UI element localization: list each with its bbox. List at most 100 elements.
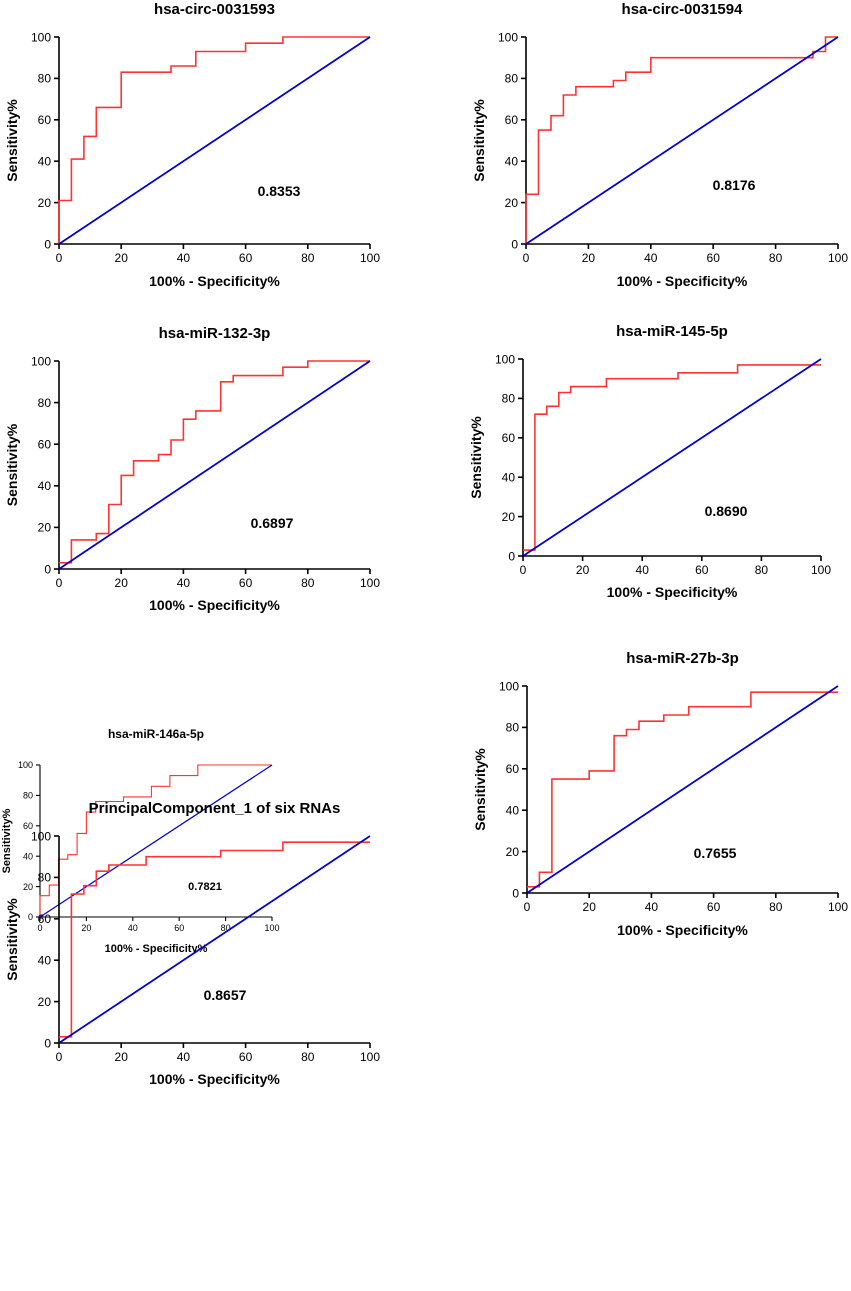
auc-value-label: 0.8176 [713,177,756,193]
x-tick-label: 20 [576,563,590,577]
x-tick-label: 100 [264,923,279,933]
auc-value-label: 0.8657 [204,987,247,1003]
x-axis-label: 100% - Specificity% [617,922,748,938]
y-tick-label: 20 [38,196,52,210]
y-tick-label: 100 [18,760,33,770]
x-tick-label: 60 [707,900,721,914]
x-tick-label: 40 [636,563,650,577]
x-tick-label: 40 [128,923,138,933]
roc-panel-5: hsa-miR-146a-5p 0 20 40 60 80 100 0 20 40 60 80 100 1… [1,727,280,955]
x-tick-label: 40 [177,576,191,590]
chart-title: hsa-miR-145-5p [616,323,728,340]
x-tick-label: 80 [221,923,231,933]
roc-panel-2: hsa-circ-0031594 0 20 40 60 80 100 0 20 40 60 80 100… [471,1,848,289]
x-tick-label: 0 [56,576,63,590]
roc-curve-line [523,364,821,551]
x-tick-label: 20 [582,251,596,265]
y-tick-label: 80 [502,392,516,406]
x-axis-label: 100% - Specificity% [105,943,208,955]
x-tick-label: 20 [81,923,91,933]
reference-diagonal-line [522,358,822,557]
x-tick-label: 40 [177,1050,191,1064]
y-tick-label: 100 [31,829,51,843]
x-tick-label: 40 [177,251,191,265]
x-tick-label: 20 [115,251,129,265]
x-axis-label: 100% - Specificity% [149,597,280,613]
roc-curve-line [59,841,370,1038]
y-tick-label: 0 [44,237,51,251]
y-tick-label: 0 [44,1036,51,1050]
x-axis-label: 100% - Specificity% [149,273,280,289]
roc-curve-line [39,764,272,917]
y-tick-label: 40 [505,155,519,169]
y-tick-label: 60 [502,431,516,445]
roc-curve-line [527,691,838,888]
x-tick-label: 100 [360,1050,380,1064]
y-tick-label: 20 [38,521,52,535]
y-axis-label: Sensitivity% [471,99,487,182]
y-tick-label: 100 [31,354,51,368]
y-tick-label: 0 [512,886,519,900]
roc-panel-1: hsa-circ-0031593 0 20 40 60 80 100 0 20 40 60 80 100… [4,1,380,289]
y-tick-label: 100 [31,30,51,44]
y-tick-label: 80 [38,72,52,86]
x-tick-label: 100 [828,900,848,914]
x-axis-label: 100% - Specificity% [149,1071,280,1087]
y-tick-label: 0 [44,562,51,576]
x-tick-label: 40 [644,251,658,265]
y-tick-label: 20 [38,995,52,1009]
y-axis-label: Sensitivity% [4,423,20,506]
x-tick-label: 60 [239,251,253,265]
y-axis-label: Sensitivity% [468,416,484,499]
y-tick-label: 100 [498,30,518,44]
y-axis-label: Sensitivity% [4,99,20,182]
y-tick-label: 60 [23,821,33,831]
x-tick-label: 0 [56,251,63,265]
chart-title: PrincipalComponent_1 of six RNAs [89,800,341,817]
y-tick-label: 40 [502,471,516,485]
y-tick-label: 60 [38,438,52,452]
x-tick-label: 0 [523,251,530,265]
x-tick-label: 60 [239,1050,253,1064]
x-tick-label: 60 [174,923,184,933]
y-tick-label: 40 [506,804,520,818]
x-tick-label: 80 [769,900,783,914]
y-tick-label: 100 [495,352,515,366]
y-tick-label: 100 [499,679,519,693]
x-tick-label: 80 [301,1050,315,1064]
x-tick-label: 80 [755,563,769,577]
x-tick-label: 20 [583,900,597,914]
x-tick-label: 100 [811,563,831,577]
y-tick-label: 60 [38,113,52,127]
x-tick-label: 0 [56,1050,63,1064]
y-axis-label: Sensitivity% [4,898,20,981]
y-tick-label: 80 [23,791,33,801]
y-axis-label: Sensitivity% [1,808,13,873]
y-tick-label: 40 [38,954,52,968]
y-tick-label: 40 [38,155,52,169]
auc-value-label: 0.7655 [694,845,737,861]
y-tick-label: 60 [506,762,520,776]
y-tick-label: 80 [38,396,52,410]
auc-value-label: 0.8690 [705,503,748,519]
x-tick-label: 100 [360,251,380,265]
x-tick-label: 20 [115,576,129,590]
x-tick-label: 80 [301,576,315,590]
x-tick-label: 0 [37,923,42,933]
y-tick-label: 60 [38,912,52,926]
roc-panel-6: hsa-miR-27b-3p 0 20 40 60 80 100 0 20 40 60 80 100 10… [472,650,848,938]
y-tick-label: 0 [511,237,518,251]
chart-title: hsa-miR-27b-3p [626,650,739,667]
chart-title: hsa-circ-0031594 [622,1,744,18]
y-tick-label: 60 [505,113,519,127]
roc-panel-4: hsa-miR-145-5p 0 20 40 60 80 100 0 20 40 60 80 100 10… [468,323,831,600]
y-tick-label: 40 [38,479,52,493]
x-tick-label: 80 [301,251,315,265]
y-tick-label: 20 [505,196,519,210]
reference-diagonal-line [526,685,839,894]
y-tick-label: 0 [508,549,515,563]
auc-value-label: 0.6897 [251,515,294,531]
reference-diagonal-line [39,764,273,918]
y-tick-label: 20 [23,882,33,892]
